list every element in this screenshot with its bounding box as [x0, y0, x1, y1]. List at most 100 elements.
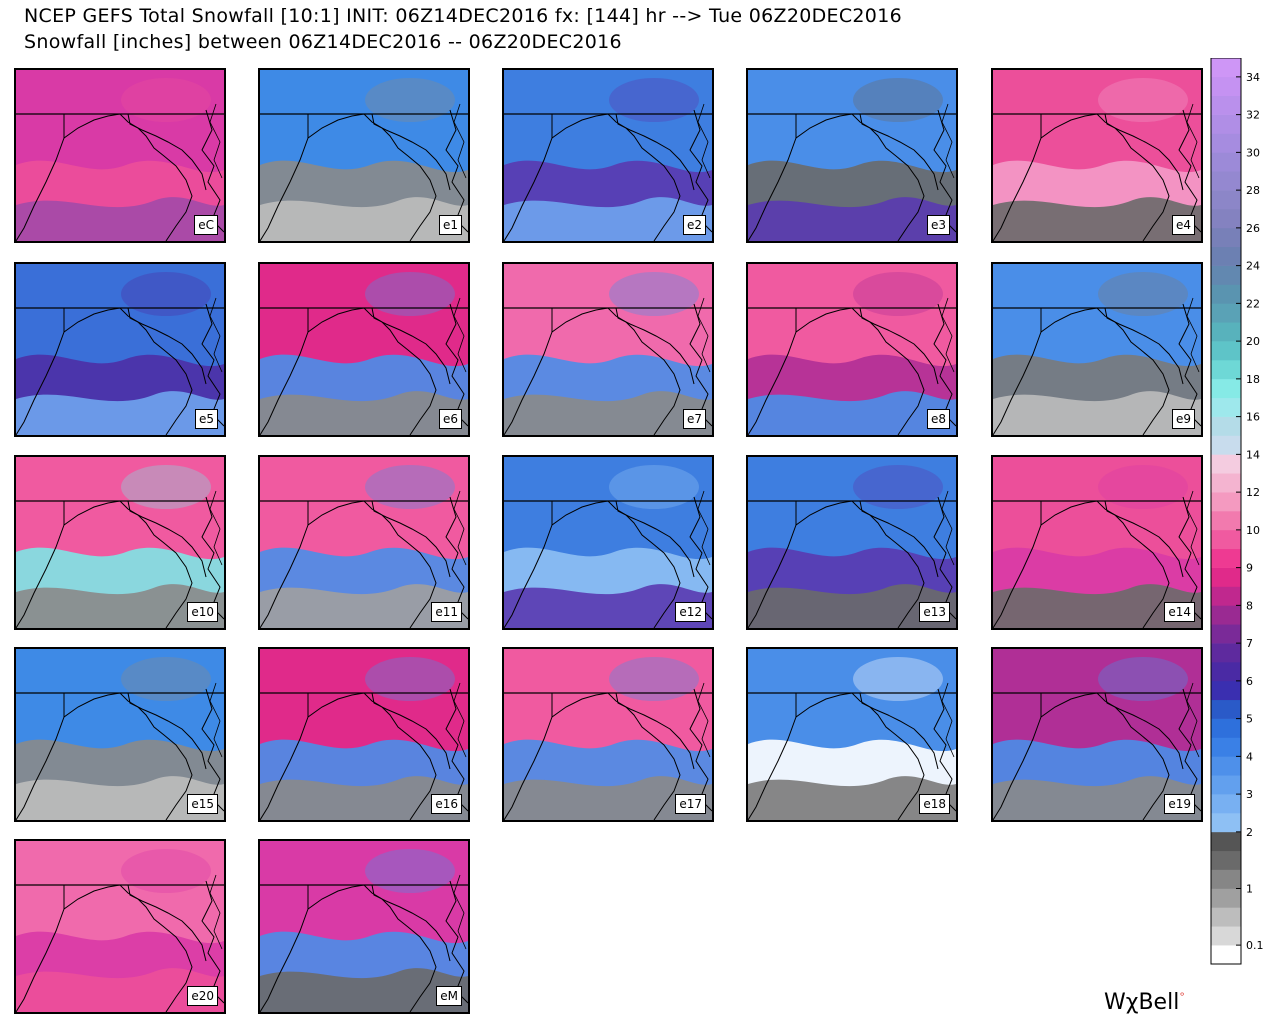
- ensemble-panel-e6: e6: [258, 262, 470, 437]
- colorbar-swatch: [1211, 737, 1241, 757]
- colorbar-swatch: [1211, 586, 1241, 606]
- colorbar-tick-label: 6: [1246, 675, 1253, 688]
- ensemble-panel-e7: e7: [502, 262, 714, 437]
- colorbar-swatch: [1211, 831, 1241, 852]
- snowfall-field: [748, 457, 956, 628]
- member-label: e3: [926, 215, 950, 235]
- snowfall-field: [504, 649, 712, 820]
- colorbar-tick-label: 14: [1246, 448, 1260, 461]
- member-label: e14: [1164, 602, 1195, 622]
- member-label: e17: [675, 794, 706, 814]
- colorbar-swatch: [1211, 190, 1241, 210]
- ensemble-panel-e20: e20: [14, 839, 226, 1014]
- ensemble-panel-e18: e18: [746, 647, 958, 822]
- ensemble-panel-e9: e9: [991, 262, 1203, 437]
- colorbar-swatch: [1211, 378, 1241, 399]
- snowfall-field: [993, 457, 1201, 628]
- colorbar-swatch: [1211, 605, 1241, 625]
- colorbar-frame: [1210, 58, 1242, 965]
- colorbar-swatch: [1211, 322, 1241, 342]
- colorbar-tick-label: 28: [1246, 184, 1260, 197]
- colorbar-tick-label: 10: [1246, 524, 1260, 537]
- colorbar-tick-label: 20: [1246, 335, 1260, 348]
- colorbar-swatch: [1211, 850, 1241, 870]
- colorbar-swatch: [1211, 492, 1241, 512]
- member-label: e16: [431, 794, 462, 814]
- ensemble-panel-em: eM: [258, 839, 470, 1014]
- colorbar-swatch: [1211, 926, 1241, 946]
- snowfall-field: [993, 649, 1201, 820]
- colorbar-swatch: [1211, 888, 1241, 908]
- ensemble-panel-e5: e5: [14, 262, 226, 437]
- map-title-line2: Snowfall [inches] between 06Z14DEC2016 -…: [24, 31, 622, 53]
- colorbar-tick-label: 16: [1246, 411, 1260, 424]
- colorbar-swatch: [1211, 907, 1241, 927]
- colorbar-swatch: [1211, 76, 1241, 97]
- ensemble-panel-e11: e11: [258, 455, 470, 630]
- member-label: e19: [1164, 794, 1195, 814]
- colorbar-swatch: [1211, 246, 1241, 266]
- colorbar-swatch: [1211, 303, 1241, 323]
- colorbar-swatch: [1211, 718, 1241, 738]
- colorbar-swatch: [1211, 473, 1241, 493]
- colorbar-swatch: [1211, 945, 1241, 965]
- colorbar-swatch: [1211, 58, 1241, 78]
- member-label: e15: [187, 794, 218, 814]
- colorbar-tick-label: 12: [1246, 486, 1260, 499]
- ensemble-panel-e19: e19: [991, 647, 1203, 822]
- member-label: e1: [438, 215, 462, 235]
- colorbar-swatch: [1211, 548, 1241, 568]
- snowfall-field: [16, 457, 224, 628]
- ensemble-panel-ec: eC: [14, 68, 226, 243]
- colorbar-tick-label: 8: [1246, 599, 1253, 612]
- colorbar-tick-label: 9: [1246, 562, 1253, 575]
- snowfall-field: [748, 70, 956, 241]
- colorbar-swatch: [1211, 756, 1241, 776]
- ensemble-panel-e10: e10: [14, 455, 226, 630]
- ensemble-panel-e16: e16: [258, 647, 470, 822]
- snowfall-field: [504, 264, 712, 435]
- member-label: e18: [919, 794, 950, 814]
- snowfall-field: [16, 649, 224, 820]
- colorbar-tick-label: 1: [1246, 883, 1253, 896]
- member-label: e20: [187, 986, 218, 1006]
- snowfall-field: [504, 457, 712, 628]
- colorbar-tick-label: 7: [1246, 637, 1253, 650]
- colorbar-swatch: [1211, 397, 1241, 417]
- member-label: e12: [675, 602, 706, 622]
- ensemble-panel-e13: e13: [746, 455, 958, 630]
- colorbar-tick-label: 4: [1246, 750, 1253, 763]
- colorbar-swatch: [1211, 869, 1241, 889]
- colorbar-swatch: [1211, 209, 1241, 229]
- map-title-line1: NCEP GEFS Total Snowfall [10:1] INIT: 06…: [24, 5, 902, 27]
- colorbar-swatch: [1211, 567, 1241, 587]
- snowfall-field: [504, 70, 712, 241]
- colorbar-swatch: [1211, 529, 1241, 550]
- ensemble-panel-e2: e2: [502, 68, 714, 243]
- colorbar-swatch: [1211, 284, 1241, 304]
- colorbar-swatch: [1211, 265, 1241, 285]
- brand-text: WχBell: [1104, 990, 1180, 1015]
- member-label: e4: [1171, 215, 1195, 235]
- snowfall-colorbar: 0.11234567891012141618202224262830323436…: [1210, 58, 1264, 965]
- snowfall-field: [993, 70, 1201, 241]
- colorbar-tick-label: 3: [1246, 788, 1253, 801]
- colorbar-tick-label: 30: [1246, 146, 1260, 159]
- colorbar-tick-label: 18: [1246, 373, 1260, 386]
- colorbar-tick-label: 26: [1246, 222, 1260, 235]
- colorbar-swatch: [1211, 133, 1241, 153]
- colorbar-swatch: [1211, 416, 1241, 436]
- colorbar-swatch: [1211, 435, 1241, 455]
- ensemble-panel-e15: e15: [14, 647, 226, 822]
- colorbar-swatch: [1211, 360, 1241, 380]
- colorbar-swatch: [1211, 813, 1241, 833]
- snowfall-field: [16, 841, 224, 1012]
- brand-mark-icon: °: [1179, 990, 1185, 1004]
- ensemble-panel-e8: e8: [746, 262, 958, 437]
- colorbar-tick-label: 22: [1246, 297, 1260, 310]
- member-label: e2: [682, 215, 706, 235]
- ensemble-panel-e1: e1: [258, 68, 470, 243]
- colorbar-swatch: [1211, 152, 1241, 172]
- ensemble-panel-e12: e12: [502, 455, 714, 630]
- colorbar-swatch: [1211, 680, 1241, 701]
